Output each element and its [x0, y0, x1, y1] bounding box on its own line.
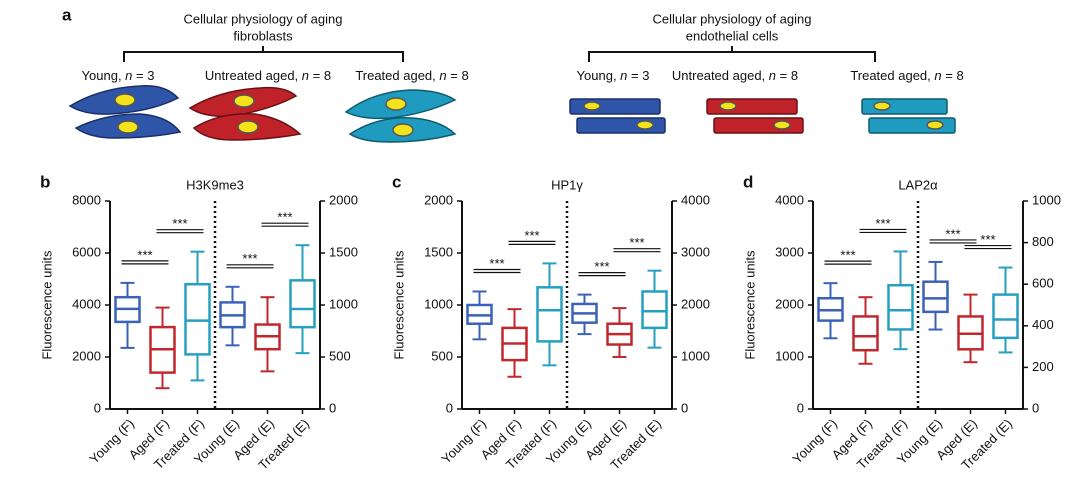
y2-tick-label: 0 [681, 400, 688, 415]
sig-label: *** [489, 256, 504, 271]
condition-label-part: = 3 [132, 68, 154, 83]
box [641, 290, 668, 330]
y-tick-label: 1000 [424, 296, 453, 311]
y-tick-label: 0 [446, 400, 453, 415]
y-tick-label: 6000 [72, 244, 101, 259]
chart-title: LAP2α [898, 177, 938, 192]
y2-tick-label: 1500 [329, 244, 358, 259]
condition-label-part: Untreated aged, [672, 68, 769, 83]
condition-label: Untreated aged, n = 8 [205, 68, 331, 83]
y2-tick-label: 3000 [681, 244, 710, 259]
condition-label-part: = 8 [776, 68, 798, 83]
group-title: endothelial cells [686, 28, 779, 43]
fibroblast-cells [68, 85, 457, 143]
y2-tick-label: 200 [1032, 359, 1054, 374]
y2-tick-label: 500 [329, 348, 351, 363]
group-title: Cellular physiology of aging [184, 11, 343, 26]
condition-label-part: Young, [82, 68, 126, 83]
condition-label-part: = 8 [942, 68, 964, 83]
y-tick-label: 4000 [775, 192, 804, 207]
group-title: fibroblasts [233, 28, 293, 43]
y2-tick-label: 1000 [329, 296, 358, 311]
y-tick-label: 4000 [72, 296, 101, 311]
panel-label: a [62, 5, 72, 24]
chart-title: H3K9me3 [186, 177, 244, 192]
sig-label: *** [840, 248, 855, 263]
box [922, 280, 949, 314]
condition-label-part: Treated aged, [355, 68, 439, 83]
sig-label: *** [875, 216, 890, 231]
sig-label: *** [242, 251, 257, 266]
sig-label: *** [277, 210, 292, 225]
panel-label: b [40, 172, 50, 191]
y-tick-label: 1500 [424, 244, 453, 259]
y2-tick-label: 2000 [329, 192, 358, 207]
y2-tick-label: 1000 [1032, 192, 1061, 207]
chart-title: HP1γ [551, 177, 583, 192]
y-tick-label: 0 [94, 400, 101, 415]
box [992, 293, 1019, 340]
sig-label: *** [524, 228, 539, 243]
y-tick-label: 2000 [775, 296, 804, 311]
y2-tick-label: 1000 [681, 348, 710, 363]
condition-label-part: = 8 [447, 68, 469, 83]
condition-label-part: = 8 [309, 68, 331, 83]
condition-label: Young, n = 3 [577, 68, 650, 83]
sig-label: *** [945, 226, 960, 241]
x-tick-label: Young (F) [86, 416, 137, 467]
panel-label: c [392, 172, 401, 191]
condition-label: Treated aged, n = 8 [355, 68, 468, 83]
condition-label: Young, n = 3 [82, 68, 155, 83]
panel-label: d [743, 172, 753, 191]
condition-label-part: Treated aged, [850, 68, 934, 83]
y-axis-label: Fluorescence units [39, 250, 54, 360]
condition-label-part: n [125, 68, 132, 83]
sig-label: *** [980, 232, 995, 247]
sig-label: *** [172, 216, 187, 231]
condition-label-part: n [302, 68, 309, 83]
y2-tick-label: 600 [1032, 276, 1054, 291]
x-tick-label: Young (F) [789, 416, 840, 467]
condition-label-part: n [934, 68, 941, 83]
y-tick-label: 1000 [775, 348, 804, 363]
y2-tick-label: 2000 [681, 296, 710, 311]
y-tick-label: 500 [431, 348, 453, 363]
box [536, 286, 563, 343]
endothelial-cells [569, 98, 956, 134]
y2-tick-label: 800 [1032, 234, 1054, 249]
sig-label: *** [629, 235, 644, 250]
condition-label-part: n [769, 68, 776, 83]
y-tick-label: 8000 [72, 192, 101, 207]
x-tick-label: Young (F) [438, 416, 489, 467]
y-axis-label: Fluorescence units [742, 250, 757, 360]
y-tick-label: 3000 [775, 244, 804, 259]
sig-label: *** [137, 247, 152, 262]
group-title: Cellular physiology of aging [653, 11, 812, 26]
condition-label-part: Untreated aged, [205, 68, 302, 83]
y-tick-label: 2000 [424, 192, 453, 207]
box [184, 282, 211, 356]
box [289, 279, 316, 329]
y-tick-label: 0 [797, 400, 804, 415]
condition-label-part: n [439, 68, 446, 83]
condition-label-part: Young, [577, 68, 621, 83]
box [887, 283, 914, 331]
group-brackets [123, 46, 876, 62]
y2-tick-label: 400 [1032, 317, 1054, 332]
y2-tick-label: 4000 [681, 192, 710, 207]
y2-tick-label: 0 [1032, 400, 1039, 415]
condition-label: Untreated aged, n = 8 [672, 68, 798, 83]
condition-label-part: n [620, 68, 627, 83]
y-axis-label: Fluorescence units [391, 250, 406, 360]
condition-label: Treated aged, n = 8 [850, 68, 963, 83]
sig-label: *** [594, 259, 609, 274]
y-tick-label: 2000 [72, 348, 101, 363]
y2-tick-label: 0 [329, 400, 336, 415]
condition-label-part: = 3 [627, 68, 649, 83]
box [852, 315, 879, 352]
